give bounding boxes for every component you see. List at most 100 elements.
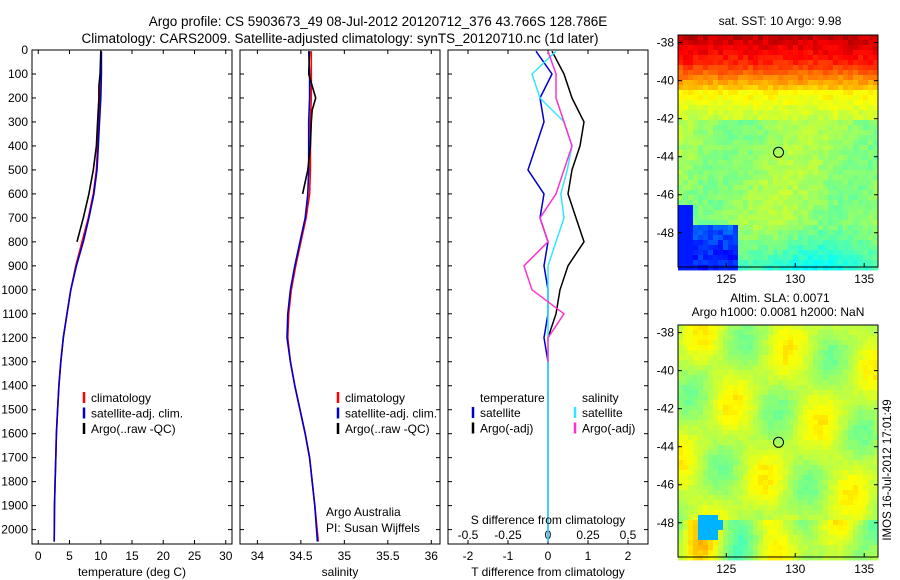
heatmap-cell <box>763 235 769 241</box>
heatmap-cell <box>843 35 849 41</box>
heatmap-cell <box>718 335 724 341</box>
heatmap-cell <box>678 45 684 51</box>
heatmap-cell <box>713 70 719 76</box>
heatmap-cell <box>788 385 794 391</box>
heatmap-cell <box>813 80 819 86</box>
heatmap-cell <box>788 340 794 346</box>
heatmap-cell <box>813 110 819 116</box>
heatmap-cell <box>683 100 689 106</box>
heatmap-cell <box>763 450 769 456</box>
heatmap-cell <box>763 115 769 121</box>
heatmap-cell <box>828 400 834 406</box>
heatmap-cell <box>713 160 719 166</box>
heatmap-cell <box>783 70 789 76</box>
heatmap-cell <box>738 430 744 436</box>
heatmap-cell <box>838 190 844 196</box>
map-y-tick-label: -40 <box>657 364 675 378</box>
heatmap-cell <box>798 200 804 206</box>
heatmap-cell <box>828 155 834 161</box>
heatmap-cell <box>713 90 719 96</box>
heatmap-cell <box>773 240 779 246</box>
heatmap-cell <box>808 500 814 506</box>
heatmap-cell <box>853 435 859 441</box>
heatmap-cell <box>863 240 869 246</box>
heatmap-cell <box>713 170 719 176</box>
heatmap-cell <box>683 335 689 341</box>
heatmap-cell <box>863 75 869 81</box>
heatmap-cell <box>858 515 864 521</box>
heatmap-cell <box>723 160 729 166</box>
heatmap-cell <box>683 250 689 256</box>
heatmap-cell <box>758 230 764 236</box>
heatmap-cell <box>838 480 844 486</box>
heatmap-cell <box>693 70 699 76</box>
heatmap-cell <box>738 505 744 511</box>
x-tick-label: -2 <box>463 549 474 563</box>
heatmap-cell <box>708 240 714 246</box>
heatmap-cell <box>768 450 774 456</box>
heatmap-cell <box>728 360 734 366</box>
heatmap-cell <box>828 250 834 256</box>
heatmap-cell <box>808 105 814 111</box>
map-y-tick-label: -38 <box>657 36 675 50</box>
heatmap-cell <box>798 460 804 466</box>
heatmap-cell <box>743 540 749 546</box>
heatmap-cell <box>788 445 794 451</box>
heatmap-cell <box>763 215 769 221</box>
heatmap-cell <box>773 545 779 551</box>
heatmap-cell <box>703 530 709 536</box>
heatmap-cell <box>733 190 739 196</box>
salinity-panel: 34 34.5 35 35.5 36 climatologysatellite-adj.… <box>239 49 441 579</box>
heatmap-cell <box>683 190 689 196</box>
heatmap-cell <box>823 335 829 341</box>
heatmap-cell <box>783 390 789 396</box>
heatmap-cell <box>808 530 814 536</box>
heatmap-cell <box>758 330 764 336</box>
heatmap-cell <box>703 190 709 196</box>
heatmap-cell <box>703 355 709 361</box>
heatmap-cell <box>743 490 749 496</box>
heatmap-cell <box>753 170 759 176</box>
heatmap-cell <box>693 90 699 96</box>
heatmap-cell <box>773 525 779 531</box>
heatmap-cell <box>773 125 779 131</box>
heatmap-cell <box>688 360 694 366</box>
heatmap-cell <box>873 180 879 186</box>
heatmap-cell <box>793 345 799 351</box>
heatmap-cell <box>703 465 709 471</box>
heatmap-cell <box>728 525 734 531</box>
heatmap-cell <box>708 85 714 91</box>
heatmap-cell <box>828 190 834 196</box>
heatmap-cell <box>843 350 849 356</box>
heatmap-cell <box>868 375 874 381</box>
heatmap-cell <box>688 470 694 476</box>
heatmap-cell <box>688 190 694 196</box>
heatmap-cell <box>853 535 859 541</box>
heatmap-cell <box>848 245 854 251</box>
heatmap-cell <box>788 35 794 41</box>
heatmap-cell <box>828 160 834 166</box>
heatmap-cell <box>708 70 714 76</box>
heatmap-cell <box>853 265 859 271</box>
heatmap-cell <box>778 110 784 116</box>
heatmap-cell <box>773 70 779 76</box>
heatmap-cell <box>768 125 774 131</box>
heatmap-cell <box>828 490 834 496</box>
heatmap-cell <box>863 555 869 561</box>
heatmap-cell <box>818 325 824 331</box>
heatmap-cell <box>683 150 689 156</box>
heatmap-cell <box>868 55 874 61</box>
heatmap-cell <box>803 430 809 436</box>
heatmap-cell <box>703 220 709 226</box>
heatmap-cell <box>803 90 809 96</box>
heatmap-cell <box>773 475 779 481</box>
heatmap-cell <box>713 50 719 56</box>
heatmap-cell <box>873 190 879 196</box>
heatmap-cell <box>818 415 824 421</box>
heatmap-cell <box>693 195 699 201</box>
heatmap-cell <box>838 485 844 491</box>
heatmap-cell <box>713 520 719 526</box>
heatmap-cell <box>708 60 714 66</box>
heatmap-cell <box>683 55 689 61</box>
heatmap-cell <box>818 535 824 541</box>
